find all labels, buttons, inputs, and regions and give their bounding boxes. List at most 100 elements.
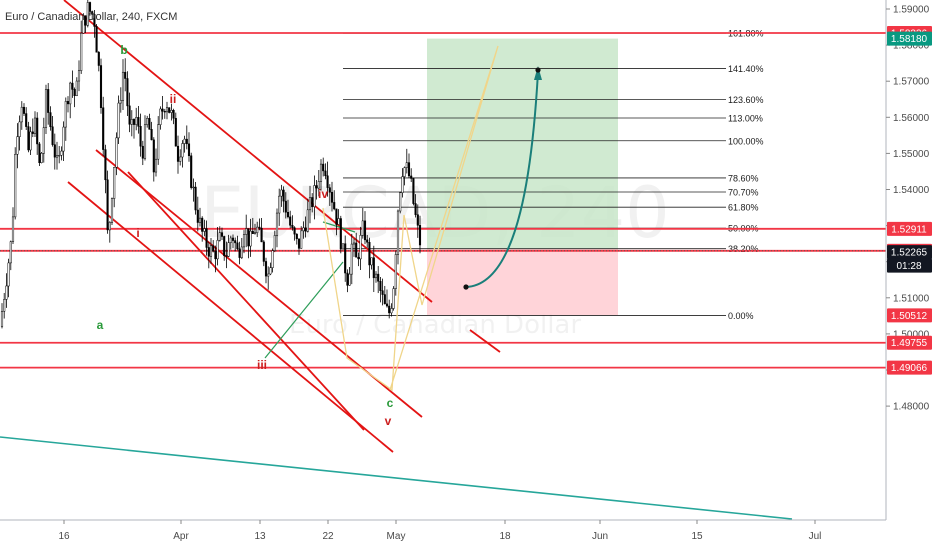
time-axis bbox=[0, 520, 932, 550]
candle-body bbox=[170, 110, 173, 113]
fib-label: 123.60% bbox=[728, 95, 764, 105]
candle-body bbox=[47, 89, 50, 113]
candle-body bbox=[132, 119, 136, 125]
wave-line bbox=[322, 221, 356, 233]
wave-label-iv: iv bbox=[318, 187, 328, 201]
candle-body bbox=[75, 80, 78, 96]
candle-body bbox=[7, 262, 10, 287]
projection-start-dot bbox=[463, 284, 469, 290]
candle-body bbox=[135, 117, 138, 125]
candle-body bbox=[190, 155, 193, 188]
candle-body bbox=[396, 210, 400, 255]
candle-body bbox=[128, 105, 131, 125]
candle-body bbox=[302, 227, 305, 232]
candle-body bbox=[319, 163, 323, 182]
x-tick-label: Apr bbox=[173, 531, 189, 542]
candle-body bbox=[284, 200, 287, 213]
candle-body bbox=[42, 127, 45, 154]
candle-body bbox=[51, 126, 54, 145]
candle-body bbox=[401, 176, 404, 193]
candle-body bbox=[181, 143, 184, 158]
candle-body bbox=[9, 241, 12, 264]
candle-body bbox=[71, 82, 74, 90]
candle-body bbox=[84, 15, 87, 26]
candle-body bbox=[333, 202, 336, 210]
candle-body bbox=[379, 281, 382, 291]
candle-body bbox=[192, 186, 195, 189]
candle-body bbox=[124, 71, 127, 79]
fib-label: 61.80% bbox=[728, 203, 759, 213]
wave-line bbox=[264, 261, 344, 359]
candle-body bbox=[412, 178, 415, 204]
candle-body bbox=[355, 242, 358, 258]
candle-body bbox=[108, 222, 111, 231]
candle-body bbox=[141, 145, 144, 159]
candle-body bbox=[311, 197, 314, 208]
candle-body bbox=[38, 143, 41, 163]
fib-label: 141.40% bbox=[728, 64, 764, 74]
candle-body bbox=[187, 143, 191, 157]
candle-body bbox=[251, 230, 254, 234]
candle-body bbox=[238, 248, 241, 258]
candle-body bbox=[64, 101, 67, 128]
x-tick-label: 16 bbox=[58, 531, 70, 542]
candle-body bbox=[93, 14, 96, 27]
candle-body bbox=[291, 225, 294, 228]
candle-body bbox=[69, 82, 72, 105]
harmonic-pattern bbox=[322, 45, 499, 392]
price-tag-label: 1.49755 bbox=[891, 338, 928, 349]
candle-body bbox=[130, 119, 133, 125]
candle-body bbox=[339, 218, 342, 250]
candle-body bbox=[418, 225, 422, 246]
candle-body bbox=[86, 2, 89, 26]
fib-label: 38.20% bbox=[728, 244, 759, 254]
y-tick-label: 1.48000 bbox=[893, 402, 930, 413]
price-tag-label: 01:28 bbox=[896, 261, 921, 272]
fib-label: 0.00% bbox=[728, 311, 754, 321]
price-tag-label: 1.58180 bbox=[891, 34, 928, 45]
candle-body bbox=[117, 102, 120, 139]
stop-zone bbox=[427, 248, 618, 316]
projection-down-arrow bbox=[469, 329, 501, 353]
price-tag: 01:28 bbox=[887, 258, 932, 273]
candle-body bbox=[282, 189, 285, 202]
candle-body bbox=[53, 144, 56, 158]
candle-body bbox=[174, 118, 177, 147]
candle-body bbox=[410, 175, 413, 179]
candle-body bbox=[49, 112, 52, 128]
candle-body bbox=[212, 245, 215, 252]
candle-body bbox=[245, 228, 248, 235]
candle-body bbox=[348, 273, 351, 286]
candle-body bbox=[267, 273, 270, 277]
candle-body bbox=[88, 2, 92, 12]
candle-body bbox=[385, 303, 389, 307]
candle-body bbox=[36, 117, 39, 145]
price-tag: 1.49755 bbox=[887, 335, 932, 350]
candle-body bbox=[335, 208, 338, 225]
candle-body bbox=[11, 216, 15, 242]
x-tick-label: Jun bbox=[592, 531, 608, 542]
candle-body bbox=[416, 214, 419, 226]
candle-body bbox=[148, 118, 151, 130]
candle-body bbox=[143, 124, 147, 159]
candle-body bbox=[31, 131, 34, 134]
candle-body bbox=[218, 232, 221, 241]
candle-body bbox=[256, 226, 259, 233]
candle-body bbox=[240, 246, 243, 258]
channel-line bbox=[63, 0, 433, 303]
candle-body bbox=[227, 242, 230, 257]
price-tag-label: 1.52911 bbox=[891, 224, 927, 235]
candle-body bbox=[330, 191, 334, 203]
x-tick-label: 15 bbox=[691, 531, 703, 542]
candle-body bbox=[234, 240, 237, 244]
candle-body bbox=[271, 250, 274, 268]
y-tick-label: 1.55000 bbox=[893, 149, 930, 160]
candle-body bbox=[20, 106, 23, 123]
candle-body bbox=[262, 241, 265, 262]
candle-body bbox=[205, 228, 208, 248]
candle-body bbox=[62, 126, 65, 152]
y-tick-label: 1.50000 bbox=[893, 329, 930, 340]
candle-body bbox=[223, 236, 226, 256]
